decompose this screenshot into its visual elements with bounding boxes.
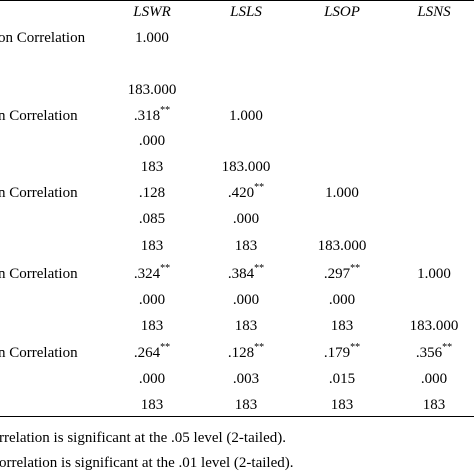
- cell-value: 183: [422, 397, 446, 413]
- column-header: LSLS: [230, 4, 262, 20]
- table-cell: .264**: [112, 343, 192, 363]
- row-label: n Correlation: [0, 345, 78, 361]
- table-cell: .015: [302, 369, 382, 389]
- cell-value: .000: [138, 292, 166, 308]
- cell-value: 183: [140, 318, 164, 334]
- cell-value: 183: [234, 397, 258, 413]
- table-cell: 1.000: [394, 264, 474, 284]
- table-cell: .000: [112, 290, 192, 310]
- cell-value: .384: [227, 266, 255, 282]
- table-cell: 183: [112, 157, 192, 177]
- table-cell: 183: [394, 395, 474, 415]
- bottom-rule: [0, 416, 474, 417]
- cell-value: .000: [138, 371, 166, 387]
- column-header: LSOP: [324, 4, 360, 20]
- table-cell: .179**: [302, 343, 382, 363]
- cell-value: 183: [140, 238, 164, 254]
- cell-value: .085: [138, 211, 166, 227]
- table-cell: 183.000: [394, 316, 474, 336]
- table-cell: 1.000: [302, 183, 382, 203]
- significance-marker: **: [254, 263, 265, 274]
- significance-marker: **: [254, 182, 265, 193]
- significance-marker: **: [350, 342, 361, 353]
- table-cell: .000: [112, 369, 192, 389]
- table-cell: .324**: [112, 264, 192, 284]
- top-rule: [0, 0, 474, 1]
- cell-value: .128: [138, 185, 166, 201]
- table-cell: 183: [302, 316, 382, 336]
- table-cell: .356**: [394, 343, 474, 363]
- cell-value: 183: [140, 397, 164, 413]
- table-cell: 1.000: [206, 106, 286, 126]
- cell-value: 183.000: [409, 318, 459, 334]
- cell-value: .128: [227, 345, 255, 361]
- cell-value: .000: [420, 371, 448, 387]
- cell-value: 183: [330, 318, 354, 334]
- table-cell: .003: [206, 369, 286, 389]
- table-cell: 183: [206, 236, 286, 256]
- cell-value: 183.000: [317, 238, 367, 254]
- table-cell: 183.000: [206, 157, 286, 177]
- row-label: on Correlation: [0, 30, 86, 46]
- significance-marker: **: [160, 105, 171, 116]
- significance-marker: **: [160, 263, 171, 274]
- column-header: LSNS: [417, 4, 451, 20]
- cell-value: .356: [415, 345, 443, 361]
- cell-value: .297: [323, 266, 351, 282]
- table-cell: .420**: [206, 183, 286, 203]
- cell-value: .318: [133, 108, 161, 124]
- cell-value: .420: [227, 185, 255, 201]
- table-cell: .297**: [302, 264, 382, 284]
- cell-value: .000: [232, 292, 260, 308]
- cell-value: 183: [330, 397, 354, 413]
- table-cell: 183: [112, 395, 192, 415]
- cell-value: .000: [328, 292, 356, 308]
- cell-value: 183: [140, 159, 164, 175]
- table-cell: 183: [302, 395, 382, 415]
- cell-value: .000: [232, 211, 260, 227]
- table-cell: .000: [394, 369, 474, 389]
- table-cell: .000: [206, 290, 286, 310]
- cell-value: 1.000: [325, 185, 359, 201]
- column-header: LSWR: [133, 4, 171, 20]
- cell-value: .015: [328, 371, 356, 387]
- cell-value: .324: [133, 266, 161, 282]
- row-label: n Correlation: [0, 108, 78, 124]
- cell-value: 183.000: [221, 159, 271, 175]
- table-cell: .000: [206, 209, 286, 229]
- table-cell: 1.000: [112, 28, 192, 48]
- table-cell: .384**: [206, 264, 286, 284]
- table-cell: .000: [302, 290, 382, 310]
- table-cell: 183: [206, 395, 286, 415]
- significance-marker: **: [254, 342, 265, 353]
- cell-value: 1.000: [417, 266, 451, 282]
- cell-value: .003: [232, 371, 260, 387]
- row-label: n Correlation: [0, 185, 78, 201]
- cell-value: 1.000: [229, 108, 263, 124]
- significance-marker: **: [442, 342, 453, 353]
- table-cell: .128**: [206, 343, 286, 363]
- table-cell: .318**: [112, 106, 192, 126]
- cell-value: .264: [133, 345, 161, 361]
- cell-value: 183: [234, 318, 258, 334]
- cell-value: 183: [234, 238, 258, 254]
- table-cell: .085: [112, 209, 192, 229]
- row-label: n Correlation: [0, 266, 78, 282]
- footnote-01: orrelation is significant at the .01 lev…: [0, 455, 294, 471]
- cell-value: 1.000: [135, 30, 169, 46]
- table-cell: 183: [206, 316, 286, 336]
- table-cell: .128: [112, 183, 192, 203]
- table-cell: 183.000: [112, 80, 192, 100]
- significance-marker: **: [350, 263, 361, 274]
- cell-value: 183.000: [127, 82, 177, 98]
- significance-marker: **: [160, 342, 171, 353]
- cell-value: .000: [138, 133, 166, 149]
- cell-value: .179: [323, 345, 351, 361]
- table-cell: 183.000: [302, 236, 382, 256]
- footnote-05: rrelation is significant at the .05 leve…: [0, 430, 286, 446]
- table-cell: 183: [112, 236, 192, 256]
- table-cell: .000: [112, 131, 192, 151]
- table-cell: 183: [112, 316, 192, 336]
